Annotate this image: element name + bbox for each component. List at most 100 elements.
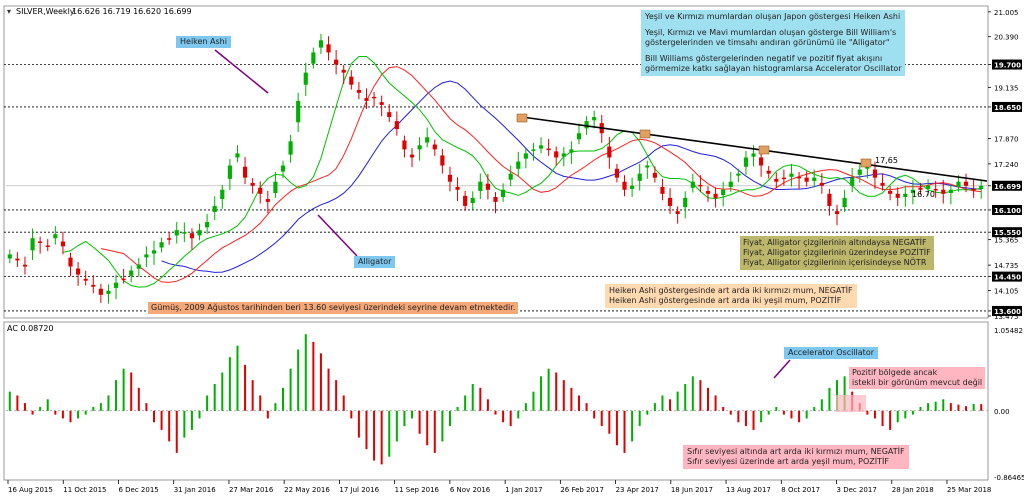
candle-body	[918, 187, 923, 190]
current-value-label: 16.70	[912, 190, 935, 199]
ac-bar	[593, 410, 596, 419]
price-tick-label: 16.699	[994, 183, 1021, 191]
candle-body	[690, 181, 695, 188]
heiken-rule: Heiken Ashi göstergesinde art arda iki y…	[609, 296, 842, 305]
candle-body	[379, 102, 384, 105]
price-tag	[992, 101, 1022, 112]
price-tick-label: 14.735	[994, 262, 1019, 270]
candle-body	[235, 153, 240, 158]
ac-bar	[820, 399, 823, 411]
ac-bar	[638, 410, 641, 427]
candle-body	[728, 181, 733, 187]
heiken-rules: Heiken Ashi göstergesinde art arda iki k…	[605, 284, 857, 308]
heiken-rule: Heiken Ashi göstergesinde art arda iki k…	[609, 286, 853, 295]
ac-bar	[46, 399, 49, 411]
ac-bar	[198, 410, 201, 419]
price-tag	[992, 204, 1022, 215]
candle-body	[212, 205, 217, 212]
ac-bar	[145, 403, 148, 411]
candle-body	[645, 165, 650, 168]
candle-body	[963, 181, 969, 186]
ac-bar	[980, 404, 983, 411]
ac-bar	[540, 376, 543, 411]
main-panel	[3, 5, 989, 319]
ac-bar	[244, 364, 247, 411]
heiken-ashi-label: Heiken Ashi	[176, 36, 231, 48]
candle-body	[341, 69, 346, 73]
ac-bar	[881, 410, 884, 427]
ac-bar	[873, 410, 876, 419]
ac-bar	[631, 410, 634, 442]
candle-body	[91, 284, 96, 287]
candle-body	[842, 197, 847, 208]
ac-bar	[866, 410, 869, 415]
candle-body	[751, 153, 756, 157]
candle-body	[569, 149, 574, 153]
time-tick-label: 3 Dec 2017	[837, 486, 877, 494]
ac-label: AC 0.08720	[7, 324, 54, 333]
candle-body	[60, 241, 66, 247]
ac-bar	[152, 410, 155, 423]
candle-body	[979, 185, 984, 189]
touch-marker	[860, 158, 872, 168]
ac-bar	[365, 410, 368, 450]
ac-bar	[798, 410, 801, 423]
price-tag	[992, 271, 1022, 282]
ac-bar	[388, 410, 391, 457]
candle-body	[895, 193, 900, 198]
alligator-label: Alligator	[354, 256, 396, 268]
ac-tick-label: 1.05482	[994, 327, 1023, 335]
price-tick-label: 17.870	[994, 135, 1019, 143]
candle-body	[743, 157, 749, 167]
ac-bar	[39, 406, 42, 411]
ac-bar	[911, 410, 914, 415]
ac-bar	[729, 410, 732, 415]
ac-bar	[441, 410, 444, 442]
price-tick-label: 14.450	[994, 274, 1021, 282]
ac-bar	[524, 403, 527, 411]
ac-bar	[509, 410, 512, 427]
ac-bar	[517, 410, 520, 419]
positive-note: Pozitif bölgede ancak istekli bir görünü…	[849, 367, 986, 389]
ac-bar	[623, 410, 626, 453]
candle-body	[197, 230, 202, 236]
candle-body	[819, 182, 824, 186]
candle-body	[546, 148, 551, 151]
candle-body	[622, 181, 627, 190]
price-tick-label: 14.105	[994, 288, 1019, 296]
ac-bar	[69, 410, 72, 423]
ac-bar	[722, 406, 725, 411]
ac-bar	[61, 410, 64, 419]
price-axis: 21.005 20.390 19.700 19.135 18.650 17.870 17.2…	[988, 9, 1022, 321]
candle-body	[789, 173, 794, 177]
ac-bar	[464, 395, 467, 411]
candle-body	[417, 145, 422, 150]
candle-body	[812, 177, 817, 181]
candle-body	[667, 197, 673, 206]
ac-bar	[282, 387, 285, 411]
ac-bar	[31, 410, 34, 415]
candle-body	[675, 211, 680, 214]
ac-bar	[312, 341, 315, 411]
candle-body	[440, 155, 445, 166]
collapse-icon[interactable]: ▾	[7, 7, 11, 16]
candle-body	[22, 264, 28, 267]
ac-bar	[471, 383, 474, 411]
ac-bar	[737, 410, 740, 423]
touch-marker	[758, 145, 770, 155]
ac-bar	[350, 410, 353, 419]
ac-bar	[115, 380, 118, 411]
ac-bar	[889, 410, 892, 430]
ac-bar	[919, 406, 922, 411]
candle-body	[796, 176, 802, 179]
candle-body	[356, 89, 361, 93]
ac-bar	[782, 410, 785, 415]
ac-bar	[327, 368, 330, 411]
candle-body	[713, 193, 718, 198]
ac-bar	[714, 395, 717, 411]
ac-bar	[661, 395, 664, 411]
candle-body	[941, 189, 946, 194]
ac-bar	[107, 395, 110, 411]
ac-bar	[775, 406, 778, 411]
